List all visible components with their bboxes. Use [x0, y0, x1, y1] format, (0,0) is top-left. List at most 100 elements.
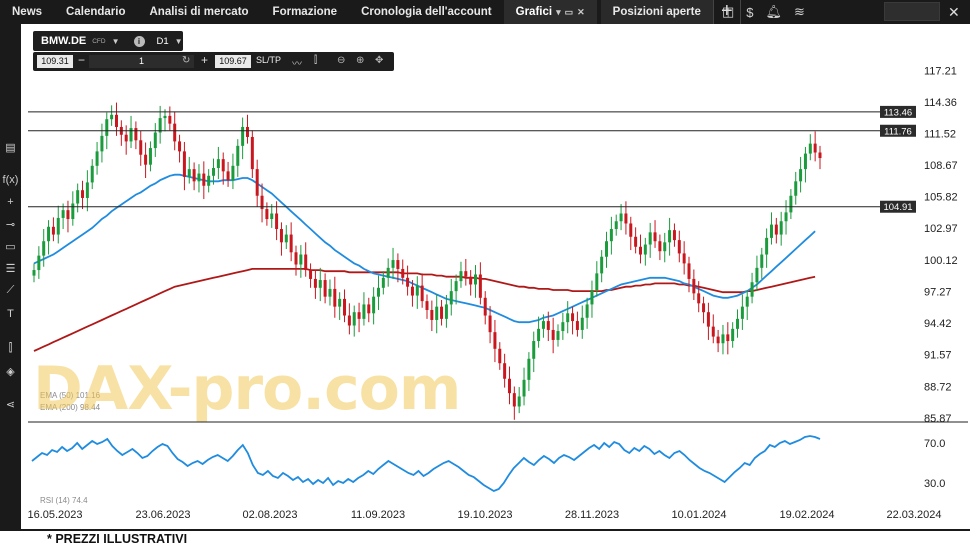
- account-summary-box[interactable]: [884, 2, 940, 21]
- tab-cronologia-account[interactable]: Cronologia dell'account: [361, 6, 492, 18]
- bell-icon[interactable]: 🔔︎: [765, 4, 783, 19]
- sl-tp-button[interactable]: SL/TP: [256, 55, 282, 65]
- candle-body: [139, 140, 143, 155]
- timeframe-select[interactable]: D1: [156, 35, 169, 47]
- candle-body: [663, 242, 667, 252]
- candle-body: [585, 304, 589, 318]
- candle-body: [187, 169, 191, 177]
- candle-body: [129, 128, 133, 142]
- tab-formazione[interactable]: Formazione: [272, 6, 338, 18]
- line-tool-icon[interactable]: ⊸: [5, 219, 16, 231]
- candle-body: [595, 273, 599, 291]
- candle-body: [420, 285, 424, 302]
- rsi-legend-label: RSI (14) 74.4: [40, 496, 88, 505]
- candle-body: [410, 286, 414, 296]
- price-alert-icon[interactable]: $: [746, 4, 754, 20]
- candle-body: [401, 268, 405, 278]
- increase-quantity-button[interactable]: +: [201, 53, 209, 67]
- candle-body: [284, 234, 288, 243]
- chart-area[interactable]: [21, 24, 970, 529]
- candle-body: [498, 348, 502, 364]
- trade-panel: 109.31 − 1 ↻ + 109.67 SL/TP 〰 ⫿ ⊖ ⊕ ✥: [33, 52, 394, 71]
- candle-body: [702, 303, 706, 313]
- info-icon[interactable]: i: [133, 35, 145, 47]
- candle-chart-icon[interactable]: ⫿: [314, 55, 318, 66]
- candle-body: [532, 341, 536, 359]
- candle-body: [338, 298, 342, 307]
- candle-body: [76, 190, 80, 204]
- time-axis: 16.05.2023 23.06.2023 02.08.2023 11.09.2023…: [27, 509, 941, 521]
- footer-bar: [0, 529, 970, 549]
- move-icon[interactable]: ✥: [375, 55, 384, 66]
- candle-body: [706, 312, 710, 327]
- decrease-quantity-button[interactable]: −: [78, 53, 86, 67]
- candle-body: [250, 136, 254, 170]
- candle-body: [546, 321, 550, 330]
- candle-body: [367, 304, 371, 314]
- candle-body: [774, 224, 778, 235]
- zoom-in-icon[interactable]: ⊕: [356, 55, 365, 66]
- refresh-icon[interactable]: ↻: [182, 55, 191, 66]
- price-tick-label: 91.57: [924, 350, 952, 362]
- quantity-input[interactable]: 1: [89, 55, 194, 68]
- candle-body: [769, 224, 773, 238]
- buy-price-button[interactable]: 109.67: [215, 55, 251, 68]
- sell-price-button[interactable]: 109.31: [37, 55, 73, 68]
- price-tick-label: 117.21: [924, 65, 957, 77]
- horizontal-level-label: 113.46: [884, 107, 912, 118]
- share-icon[interactable]: ⋖: [5, 399, 16, 411]
- function-icon[interactable]: f(x): [2, 174, 19, 186]
- candle-body: [648, 232, 652, 245]
- candle-body: [449, 291, 453, 305]
- instrument-symbol[interactable]: BMW.DE: [41, 35, 87, 47]
- pitchfork-icon[interactable]: ⟋: [6, 284, 15, 296]
- chevron-down-icon[interactable]: ▾: [556, 7, 561, 17]
- line-chart-icon[interactable]: 〰: [292, 59, 302, 70]
- window-icon[interactable]: ▭: [564, 7, 574, 17]
- chevron-down-icon[interactable]: ▼: [111, 36, 120, 46]
- tab-analisi-di-mercato[interactable]: Analisi di mercato: [149, 6, 249, 18]
- layers-icon[interactable]: ◈: [6, 366, 15, 378]
- rsi-tick-label: 30.0: [924, 478, 945, 490]
- tab-posizioni-aperte[interactable]: Posizioni aperte: [600, 0, 713, 24]
- rsi-pane: 70.0 30.0 RSI (14) 74.4: [31, 435, 945, 505]
- candle-body: [818, 152, 822, 159]
- disclaimer-text: * PREZZI ILLUSTRATIVI: [47, 532, 188, 546]
- close-icon[interactable]: ✕: [948, 4, 960, 20]
- candle-body: [328, 288, 332, 297]
- zoom-out-icon[interactable]: ⊖: [337, 55, 346, 66]
- tab-news[interactable]: News: [12, 6, 43, 18]
- chevron-down-icon[interactable]: ▼: [174, 36, 183, 46]
- candle-body: [323, 280, 327, 297]
- top-navigation-bar: News Calendario Analisi di mercato Forma…: [0, 0, 970, 24]
- crosshair-icon[interactable]: +: [7, 196, 14, 208]
- tab-grafici[interactable]: Grafici ▾ ▭ ✕: [503, 0, 597, 24]
- candle-body: [37, 255, 41, 271]
- text-tool-icon[interactable]: T: [7, 308, 14, 320]
- candle-body: [629, 223, 633, 237]
- date-tick-label: 28.11.2023: [565, 509, 619, 521]
- candle-body: [483, 297, 487, 316]
- fibonacci-icon[interactable]: ☰: [5, 263, 16, 275]
- candle-body: [440, 306, 444, 319]
- candle-body: [381, 277, 385, 288]
- close-icon[interactable]: ✕: [577, 7, 585, 17]
- add-tab-button[interactable]: +: [712, 0, 741, 24]
- layout-icon[interactable]: ◫: [722, 4, 735, 19]
- candle-body: [173, 123, 177, 142]
- candle-body: [556, 331, 560, 340]
- indicators-icon[interactable]: ⫿: [8, 342, 13, 354]
- candle-body: [740, 306, 744, 319]
- candle-body: [794, 181, 798, 196]
- candle-body: [51, 226, 55, 235]
- panel-icon[interactable]: ▤: [5, 142, 16, 154]
- candle-body: [386, 267, 390, 278]
- tab-calendario[interactable]: Calendario: [66, 6, 126, 18]
- candle-body: [425, 301, 429, 310]
- rectangle-tool-icon[interactable]: ▭: [5, 241, 16, 253]
- candle-body: [779, 221, 783, 235]
- date-tick-label: 16.05.2023: [27, 509, 82, 521]
- candle-body: [643, 244, 647, 255]
- candle-body: [624, 213, 628, 224]
